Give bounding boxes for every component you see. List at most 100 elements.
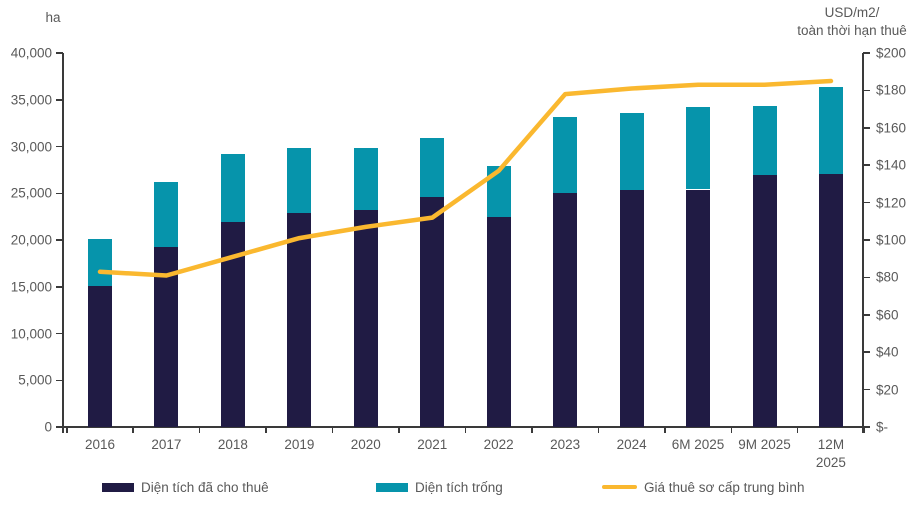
y-axis-left-tick-label: 15,000 <box>10 279 52 294</box>
bar-leased-area <box>420 196 445 427</box>
y-axis-right-tick-label: $140 <box>876 157 907 173</box>
legend-bar-swatch-icon <box>102 482 134 492</box>
y-axis-left-tick-label: 30,000 <box>10 138 52 154</box>
y-axis-right-tick <box>863 351 870 353</box>
legend-item-vacant-area: Diện tích trống <box>376 478 503 496</box>
bar-leased-area <box>88 285 112 427</box>
y-axis-left-tick <box>56 239 63 241</box>
left-axis-title-text: ha <box>45 10 61 25</box>
right-axis-title-line2: toàn thời hạn thuê <box>797 23 907 38</box>
x-axis-tick <box>796 427 799 433</box>
y-axis-right-tick-label: $200 <box>876 45 907 61</box>
bar-vacant-area <box>154 182 179 247</box>
left-axis-title: ha <box>33 9 73 27</box>
right-axis-title: USD/m2/ toàn thời hạn thuê <box>777 4 924 40</box>
bar-vacant-area <box>287 148 312 213</box>
y-axis-left-tick <box>56 145 63 148</box>
bar-leased-area <box>287 212 312 427</box>
y-axis-left-tick <box>56 379 63 381</box>
x-axis-tick <box>664 427 666 433</box>
x-axis-category-label: 2020 <box>350 437 381 452</box>
y-axis-left-tick <box>56 52 63 54</box>
x-axis-tick <box>531 427 533 433</box>
y-axis-right-tick-label: $40 <box>876 344 899 360</box>
rent-price-line <box>97 78 834 278</box>
y-axis-right-tick <box>863 388 870 391</box>
x-axis-tick <box>198 427 201 433</box>
x-axis-category-label: 2018 <box>217 437 248 452</box>
x-axis-line <box>62 426 864 428</box>
y-axis-right-tick-label: $- <box>876 419 889 435</box>
x-axis-tick <box>398 427 400 433</box>
x-axis-category-label: 2017 <box>151 437 182 452</box>
bar-leased-area <box>686 189 711 427</box>
bar-leased-area <box>486 216 511 427</box>
y-axis-right-tick <box>863 314 870 316</box>
bar-vacant-area <box>553 116 578 194</box>
y-axis-right-tick <box>863 164 870 166</box>
y-axis-right-tick-label: $100 <box>876 232 907 248</box>
y-axis-right-tick-label: $60 <box>876 307 899 323</box>
bar-leased-area <box>818 173 843 427</box>
x-axis-category-label: 2021 <box>417 437 448 452</box>
x-axis-category-label: 2019 <box>284 437 315 452</box>
y-axis-right-tick-label: $80 <box>876 269 899 285</box>
y-axis-right-line <box>862 53 864 433</box>
y-axis-right-tick-label: $180 <box>876 82 907 98</box>
y-axis-left-tick <box>56 332 63 335</box>
y-axis-left-tick-label: 25,000 <box>10 185 52 201</box>
y-axis-left-tick-label: 0 <box>44 419 52 435</box>
x-axis-category-label: 2022 <box>483 437 514 452</box>
y-axis-right-tick-label: $160 <box>876 120 907 136</box>
y-axis-right-tick <box>863 201 870 204</box>
x-axis-category-label: 2023 <box>550 437 581 452</box>
bar-leased-area <box>553 193 578 427</box>
x-axis-tick <box>863 427 865 433</box>
bar-vacant-area <box>88 239 112 286</box>
y-axis-right-tick <box>863 276 870 279</box>
legend-label: Giá thuê sơ cấp trung bình <box>644 479 805 495</box>
bar-vacant-area <box>220 153 245 223</box>
y-axis-left-tick <box>56 286 63 288</box>
y-axis-right-tick <box>863 52 870 54</box>
x-axis-tick <box>331 427 334 433</box>
y-axis-right-tick <box>863 89 870 92</box>
bar-vacant-area <box>420 138 445 197</box>
y-axis-left-tick-label: 20,000 <box>10 232 52 248</box>
legend-item-avg-rent: Giá thuê sơ cấp trung bình <box>602 478 804 496</box>
x-axis-category-label: 2016 <box>84 437 116 452</box>
y-axis-left-tick-label: 35,000 <box>10 92 52 107</box>
y-axis-left-tick <box>56 192 63 194</box>
x-axis-tick <box>66 427 68 433</box>
y-axis-left-tick-label: 10,000 <box>10 325 52 341</box>
legend-item-leased-area: Diện tích đã cho thuê <box>102 478 269 496</box>
bar-vacant-area <box>818 86 843 174</box>
y-axis-left-tick <box>56 426 63 428</box>
y-axis-right-tick-label: $20 <box>876 381 899 397</box>
y-axis-right-tick <box>863 239 870 241</box>
x-axis-tick <box>132 427 134 433</box>
bar-leased-area <box>752 174 777 427</box>
x-axis-tick <box>597 427 600 433</box>
y-axis-right-tick <box>863 426 870 428</box>
x-axis-tick <box>464 427 467 433</box>
x-axis-category-label: 6M 2025 <box>671 437 725 452</box>
y-axis-right-tick-label: $120 <box>876 194 907 210</box>
y-axis-left-tick <box>56 99 63 101</box>
legend-label: Diện tích đã cho thuê <box>141 479 269 495</box>
x-axis-category-label: 12M 2025 <box>815 437 846 470</box>
right-axis-title-line1: USD/m2/ <box>824 5 880 20</box>
bar-vacant-area <box>353 148 378 211</box>
y-axis-left-tick-label: 40,000 <box>10 45 52 61</box>
bar-vacant-area <box>752 106 777 175</box>
legend-label: Diện tích trống <box>415 479 503 495</box>
bar-vacant-area <box>619 112 644 191</box>
x-axis-category-label: 9M 2025 <box>738 437 791 452</box>
x-axis-category-label: 2024 <box>616 437 647 452</box>
x-axis-tick <box>730 427 733 433</box>
bar-leased-area <box>353 210 378 427</box>
y-axis-left-tick-label: 5,000 <box>18 372 52 388</box>
